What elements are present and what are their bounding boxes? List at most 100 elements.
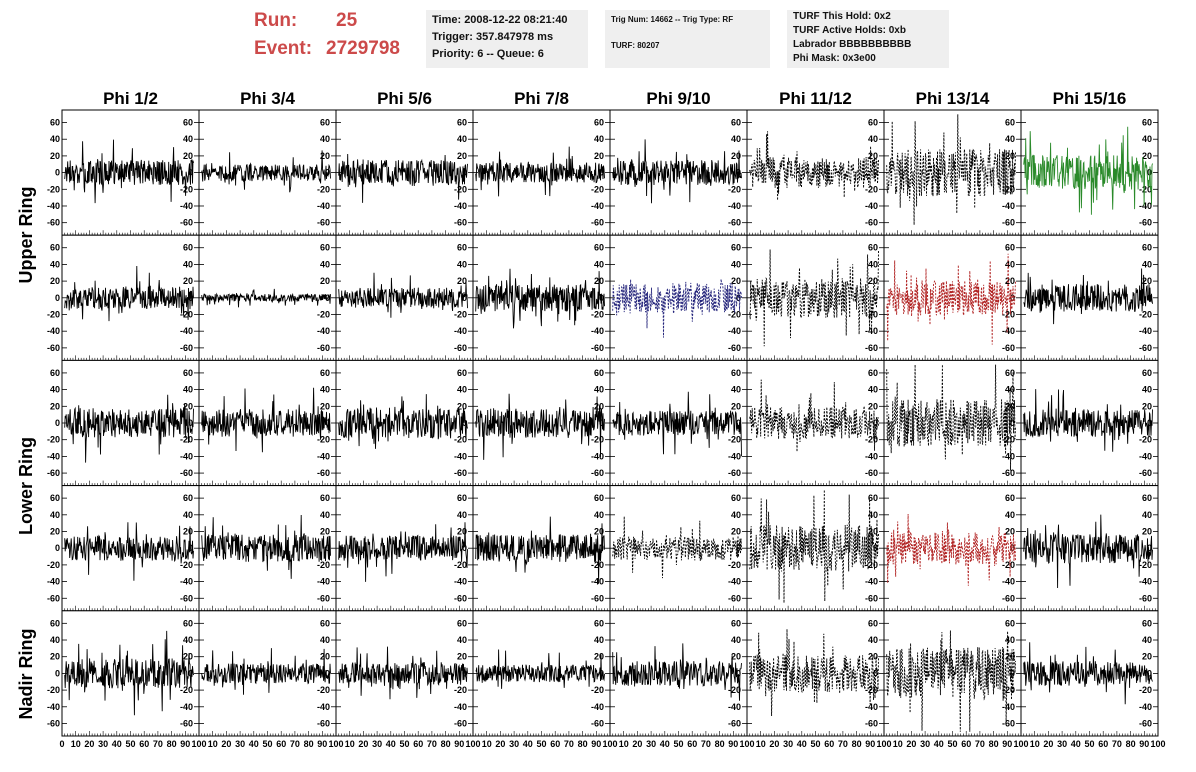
y-tick-label: -60 — [1002, 343, 1015, 353]
y-tick-label: 60 — [1005, 493, 1015, 503]
x-tick-label: 20 — [1043, 739, 1053, 749]
y-tick-label: 60 — [183, 118, 193, 128]
y-tick-label: -40 — [728, 577, 741, 587]
waveform-trace — [475, 268, 605, 329]
x-tick-label: 80 — [715, 739, 725, 749]
waveform-trace — [612, 643, 742, 701]
waveform-trace — [1023, 126, 1153, 215]
x-tick-label: 90 — [180, 739, 190, 749]
y-tick-label: 60 — [183, 243, 193, 253]
y-tick-label: 20 — [320, 652, 330, 662]
y-tick-label: -20 — [728, 435, 741, 445]
y-tick-label: 40 — [868, 510, 878, 520]
waveform-trace — [1023, 389, 1153, 452]
y-tick-label: -20 — [1139, 435, 1152, 445]
y-tick-label: -20 — [47, 435, 60, 445]
row-title: Nadir Ring — [16, 628, 36, 719]
y-tick-label: -20 — [454, 685, 467, 695]
waveform-trace — [1023, 642, 1153, 705]
x-tick-label: 60 — [824, 739, 834, 749]
column-title: Phi 13/14 — [916, 89, 990, 108]
panel-frame — [1020, 485, 1159, 612]
y-tick-label: 40 — [1005, 635, 1015, 645]
y-tick-label: 20 — [1142, 527, 1152, 537]
y-tick-label: 60 — [457, 493, 467, 503]
labrador-text: Labrador BBBBBBBBBB — [793, 39, 912, 50]
y-tick-label: -40 — [728, 326, 741, 336]
y-tick-label: -60 — [1139, 468, 1152, 478]
waveform-trace — [749, 379, 879, 452]
x-tick-label: 30 — [783, 739, 793, 749]
y-tick-label: 20 — [457, 652, 467, 662]
y-tick-label: -40 — [47, 326, 60, 336]
y-tick-label: 40 — [1142, 134, 1152, 144]
y-tick-label: 0 — [1010, 418, 1015, 428]
y-tick-label: -40 — [180, 201, 193, 211]
x-tick-label: 10 — [71, 739, 81, 749]
x-tick-label: 90 — [1139, 739, 1149, 749]
y-tick-label: -60 — [317, 718, 330, 728]
column-title: Phi 3/4 — [240, 89, 295, 108]
waveform-trace — [338, 394, 468, 449]
y-tick-label: -60 — [454, 468, 467, 478]
event-label: Event: — [254, 38, 313, 59]
y-tick-label: -20 — [1002, 560, 1015, 570]
y-tick-label: 60 — [457, 118, 467, 128]
y-tick-label: 20 — [731, 151, 741, 161]
y-tick-label: 40 — [320, 385, 330, 395]
y-tick-label: 60 — [1005, 118, 1015, 128]
y-tick-label: -20 — [591, 685, 604, 695]
y-tick-label: 60 — [731, 118, 741, 128]
y-tick-label: -60 — [1002, 718, 1015, 728]
y-tick-label: 0 — [55, 543, 60, 553]
y-tick-label: 20 — [731, 276, 741, 286]
y-tick-label: 40 — [183, 259, 193, 269]
y-tick-label: 60 — [50, 118, 60, 128]
y-tick-label: 40 — [183, 510, 193, 520]
column-title: Phi 7/8 — [514, 89, 569, 108]
y-tick-label: 60 — [1142, 118, 1152, 128]
trig-num-text: Trig Num: 14662 -- Trig Type: RF — [611, 15, 734, 24]
y-tick-label: 40 — [183, 134, 193, 144]
y-tick-label: 0 — [873, 418, 878, 428]
waveform-trace — [886, 364, 1016, 471]
y-tick-label: 60 — [320, 368, 330, 378]
run-event-box: Run: 25 Event: 2729798 — [250, 8, 420, 68]
y-tick-label: 60 — [183, 368, 193, 378]
y-tick-label: 20 — [594, 652, 604, 662]
y-tick-label: -40 — [317, 201, 330, 211]
y-tick-label: -60 — [591, 593, 604, 603]
waveform-trace — [201, 288, 331, 308]
y-tick-label: -40 — [317, 326, 330, 336]
y-tick-label: 20 — [320, 527, 330, 537]
y-tick-label: -40 — [180, 451, 193, 461]
y-tick-label: -20 — [1139, 184, 1152, 194]
x-tick-label: 40 — [523, 739, 533, 749]
y-tick-label: 20 — [320, 151, 330, 161]
y-tick-label: 0 — [736, 418, 741, 428]
y-tick-label: -40 — [591, 201, 604, 211]
y-tick-label: 40 — [1142, 510, 1152, 520]
y-tick-label: -20 — [180, 184, 193, 194]
y-tick-label: -60 — [591, 718, 604, 728]
waveform-trace — [749, 131, 879, 201]
y-tick-label: 0 — [599, 418, 604, 428]
column-title: Phi 5/6 — [377, 89, 432, 108]
y-tick-label: -20 — [591, 184, 604, 194]
x-tick-label: 20 — [221, 739, 231, 749]
x-tick-label: 40 — [386, 739, 396, 749]
y-tick-label: -20 — [317, 560, 330, 570]
y-tick-label: 0 — [55, 668, 60, 678]
y-tick-label: -40 — [47, 577, 60, 587]
x-tick-label: 10 — [1030, 739, 1040, 749]
y-tick-label: -60 — [1139, 718, 1152, 728]
trig-num-info-box: Trig Num: 14662 -- Trig Type: RF TURF: 8… — [605, 10, 770, 68]
